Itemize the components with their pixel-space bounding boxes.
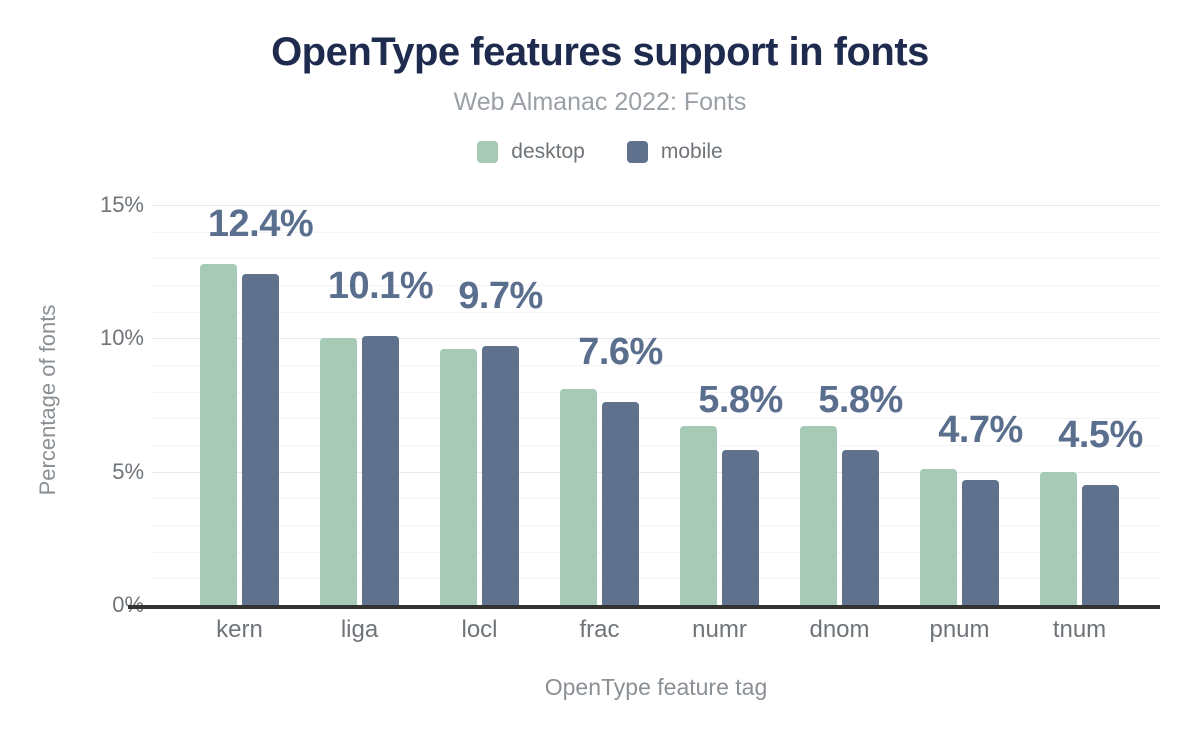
x-tick-label-locl: locl [461,616,498,643]
bar-group-pnum: 4.7% [920,0,1023,605]
bar-group-tnum: 4.5% [1040,0,1143,605]
x-axis-title: OpenType feature tag [544,674,768,700]
gridline-major-15 [152,205,1160,206]
gridline-minor-13 [152,258,1160,260]
bar-group-frac: 7.6% [560,0,663,605]
value-label-locl: 9.7% [458,275,543,318]
legend-swatch-mobile [626,141,648,163]
gridline-minor-12 [152,285,1160,286]
gridline-minor-4 [152,498,1160,500]
x-tick-label-frac: frac [579,616,620,643]
value-label-numr: 5.8% [698,379,783,422]
bar-group-kern: 12.4% [200,0,314,605]
y-axis-title: Percentage of fonts [35,304,60,496]
legend-swatch-desktop [477,141,499,163]
x-tick-label-kern: kern [216,616,263,643]
value-label-liga: 10.1% [327,264,434,307]
legend-label-desktop: desktop [511,140,585,163]
bar-group-locl: 9.7% [440,0,543,605]
gridline-minor-11 [152,311,1160,313]
gridline-minor-7 [152,418,1160,420]
legend-label-mobile: mobile [660,140,723,163]
gridline-minor-14 [152,231,1160,233]
gridline-minor-3 [152,525,1160,526]
bar-locl-mobile [482,346,519,605]
x-tick-label-tnum: tnum [1052,616,1107,643]
legend-item-desktop: desktop [477,140,585,164]
value-label-dnom: 5.8% [818,379,903,422]
bar-frac-desktop [560,389,597,605]
bar-kern-mobile [242,274,279,605]
value-label-pnum: 4.7% [938,408,1023,451]
legend-item-mobile: mobile [626,140,723,164]
bar-tnum-mobile [1082,485,1119,605]
y-tick-label-10: 10% [99,325,144,351]
bar-numr-desktop [680,426,717,605]
x-tick-label-dnom: dnom [809,616,870,643]
bar-pnum-mobile [962,479,999,605]
bar-numr-mobile [722,450,759,605]
bar-tnum-desktop [1040,471,1077,605]
bar-pnum-desktop [920,469,957,605]
bar-group-dnom: 5.8% [800,0,903,605]
y-tick-label-15: 15% [99,192,144,217]
gridline-major-10 [152,338,1160,340]
bar-liga-mobile [362,335,399,605]
gridline-minor-2 [152,551,1160,553]
bar-group-liga: 10.1% [320,0,434,605]
value-label-tnum: 4.5% [1058,414,1143,456]
bar-group-numr: 5.8% [680,0,783,605]
bar-liga-desktop [320,338,357,605]
x-tick-label-numr: numr [692,616,747,643]
bar-frac-mobile [602,402,639,605]
bar-locl-desktop [440,349,477,605]
legend: desktop mobile [0,140,1200,164]
gridline-minor-6 [152,445,1160,446]
value-label-frac: 7.6% [578,331,663,374]
bar-dnom-desktop [800,426,837,605]
gridline-minor-1 [152,578,1160,580]
x-axis-line [128,605,1160,609]
chart-subtitle: Web Almanac 2022: Fonts [453,88,747,116]
x-tick-label-liga: liga [340,616,379,643]
y-tick-label-0: 0% [58,592,144,618]
gridline-minor-9 [152,365,1160,366]
chart-title: OpenType features support in fonts [271,30,929,74]
y-tick-label-5: 5% [112,458,144,484]
gridline-minor-8 [152,391,1160,393]
gridline-major-5 [152,471,1160,473]
bar-kern-desktop [200,263,237,605]
x-tick-label-pnum: pnum [929,616,990,643]
value-label-kern: 12.4% [207,203,314,246]
bar-dnom-mobile [842,450,879,605]
